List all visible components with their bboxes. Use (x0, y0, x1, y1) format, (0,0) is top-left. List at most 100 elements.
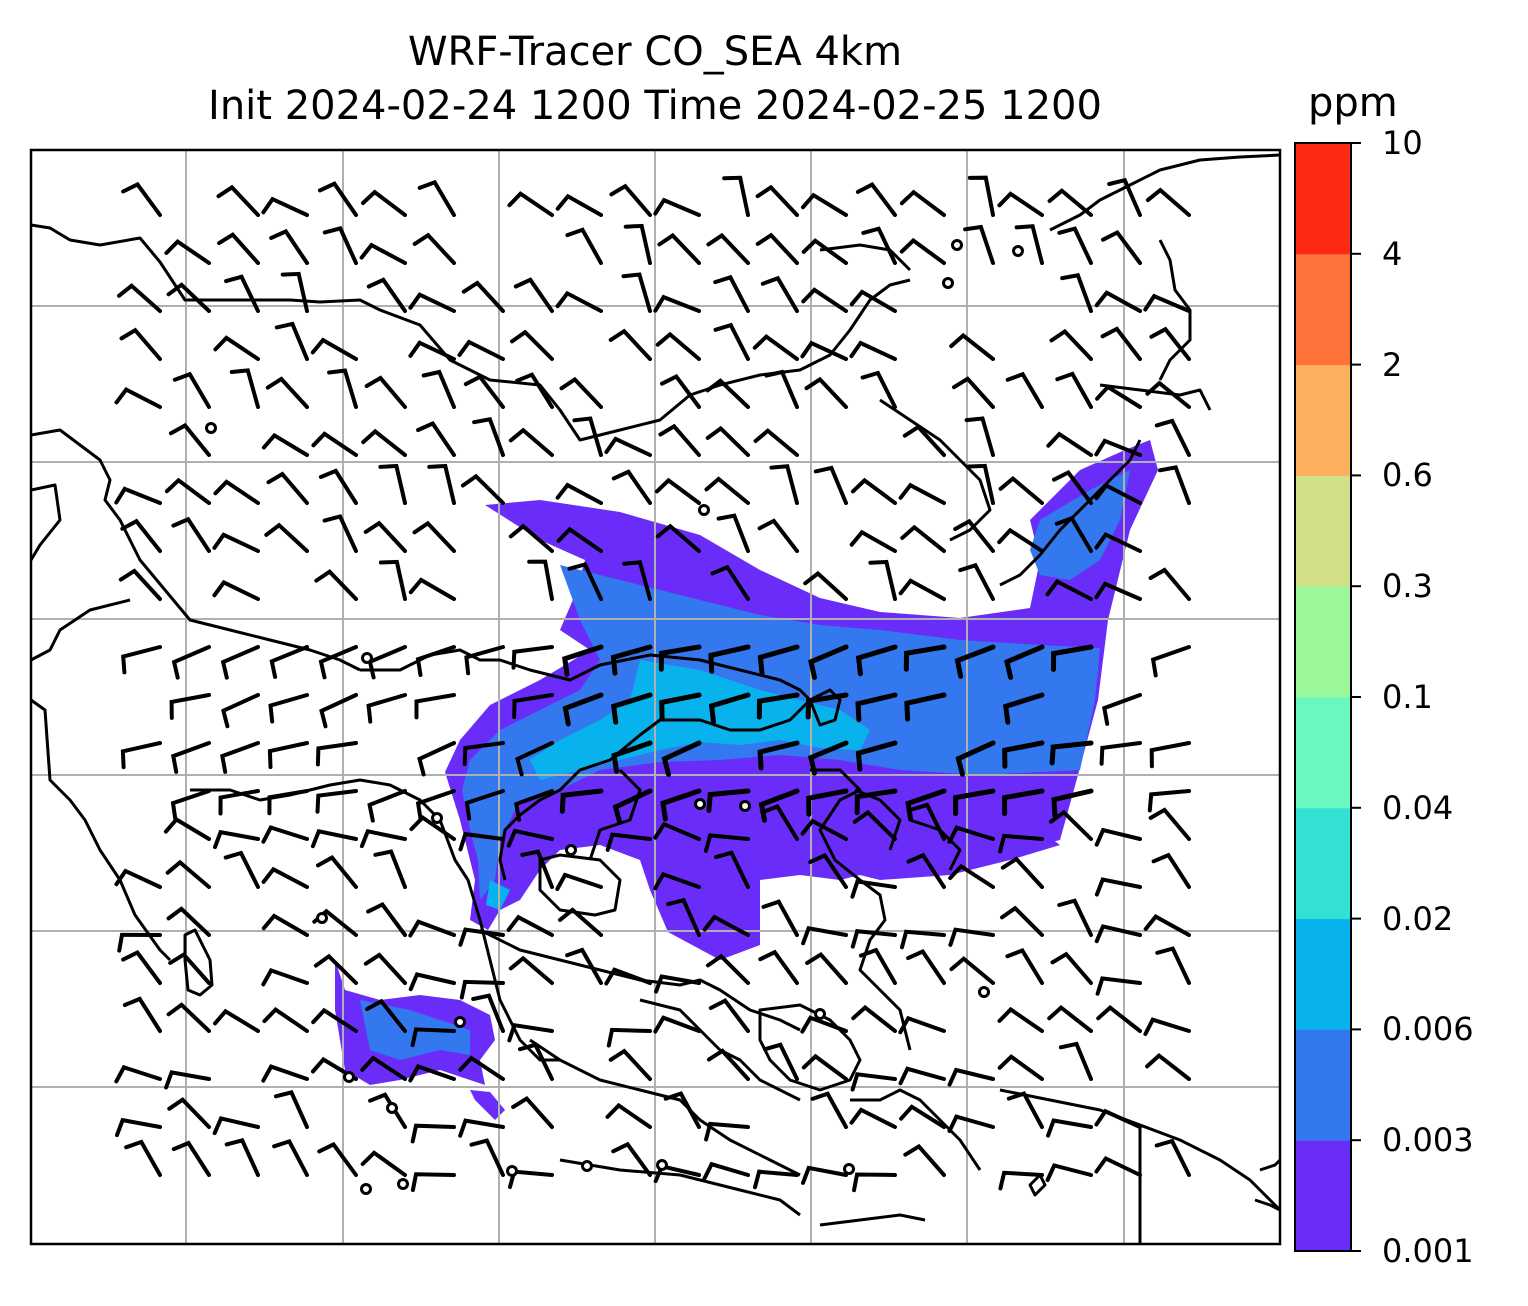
wind-barb (716, 513, 750, 553)
wind-barb (457, 339, 505, 361)
wind-barb (122, 996, 162, 1033)
wind-barb (311, 1007, 358, 1033)
wind-barb (1147, 789, 1191, 813)
wind-barb (359, 242, 407, 265)
wind-barb (555, 290, 603, 313)
wind-barb (458, 927, 505, 947)
wind-barb (410, 1172, 456, 1192)
wind-barb (658, 644, 702, 672)
wind-barb (317, 181, 358, 217)
wind-barb (163, 816, 211, 841)
wind-barb (272, 1138, 309, 1177)
wind-barb (1005, 371, 1044, 409)
wind-barb (1094, 1108, 1142, 1129)
wind-barb (808, 740, 849, 776)
wind-barb (947, 825, 995, 844)
calm-circle (397, 1178, 409, 1190)
calm-circle (814, 1008, 826, 1020)
wind-barb (801, 192, 848, 217)
wind-barb (459, 979, 505, 1000)
calm-circle (951, 239, 963, 251)
wind-barb (166, 282, 211, 313)
wind-barb (268, 693, 309, 724)
wind-barb (998, 1170, 1044, 1191)
wind-barb (417, 179, 456, 217)
wind-barb (213, 829, 260, 850)
wind-barb (265, 376, 309, 409)
colorbar-tick-label: 0.02 (1382, 899, 1454, 938)
wind-barb (852, 1172, 897, 1193)
wind-barb (1151, 852, 1191, 889)
wind-barb (953, 788, 996, 817)
calm-circle (360, 1183, 372, 1195)
wind-barb (361, 428, 407, 457)
wind-barb (555, 482, 603, 505)
wind-barb (849, 289, 897, 313)
wind-barb (703, 833, 750, 853)
wind-barb (115, 1117, 162, 1138)
wind-barb (1099, 741, 1142, 766)
wind-barb (849, 1107, 897, 1129)
gridlines (31, 150, 1280, 1244)
colorbar-tick-label: 0.3 (1382, 567, 1433, 606)
wind-barb (261, 432, 309, 457)
wind-barb (801, 287, 848, 313)
wind-barb (559, 788, 604, 814)
wind-barb (1049, 328, 1093, 361)
wind-barb (808, 644, 849, 680)
wind-barb (171, 741, 211, 774)
wind-barb (269, 645, 309, 679)
wind-barb (565, 947, 603, 985)
wind-barb (510, 329, 554, 361)
wind-barb (218, 789, 260, 816)
wind-barb (1047, 1004, 1093, 1033)
wind-barb (661, 740, 702, 777)
calm-circle (739, 800, 751, 812)
wind-barb (666, 897, 701, 937)
wind-barb (804, 376, 848, 409)
wind-barb (1006, 1091, 1044, 1129)
wind-barb (167, 1097, 211, 1129)
colorbar-segment (1295, 364, 1351, 476)
colorbar-segment (1295, 697, 1351, 809)
wind-barb (1054, 515, 1093, 553)
calm-circle (431, 812, 443, 824)
wind-barb (997, 1054, 1044, 1081)
wind-barb (166, 906, 211, 937)
wind-barb (169, 422, 211, 457)
wind-barb (221, 693, 260, 729)
wind-barb (114, 486, 162, 505)
wind-barb (655, 523, 701, 553)
wind-barb (1095, 384, 1142, 409)
wind-barb (850, 879, 897, 899)
wind-barb (1047, 188, 1093, 217)
wind-barb (706, 788, 751, 813)
wind-barb (756, 692, 800, 720)
wind-barb (360, 1055, 407, 1081)
wind-barb (947, 1114, 995, 1133)
colorbar-tick-label: 0.6 (1382, 456, 1433, 495)
wind-barb (515, 741, 554, 777)
wind-barb (327, 368, 358, 409)
wind-barb (760, 275, 799, 313)
wind-barb (261, 196, 309, 217)
wind-barb (801, 926, 848, 946)
wind-barb (121, 645, 162, 675)
wind-barb (801, 1165, 848, 1185)
wind-barb (1102, 693, 1142, 726)
wind-barb (1145, 187, 1191, 217)
wind-barb (416, 420, 456, 457)
wind-barb (1094, 581, 1142, 601)
wind-barb (378, 463, 407, 505)
wind-barb (261, 967, 309, 987)
wind-barb (558, 907, 603, 937)
wind-barb (611, 1141, 652, 1177)
wind-barb (708, 998, 750, 1033)
wind-barb (1155, 946, 1191, 985)
calm-circle (386, 1102, 398, 1114)
wind-barb (415, 645, 456, 677)
wind-barb (753, 1169, 799, 1190)
colorbar-tick-label: 0.001 (1382, 1232, 1474, 1270)
wind-barb (267, 789, 309, 816)
wind-barb (1101, 229, 1142, 265)
